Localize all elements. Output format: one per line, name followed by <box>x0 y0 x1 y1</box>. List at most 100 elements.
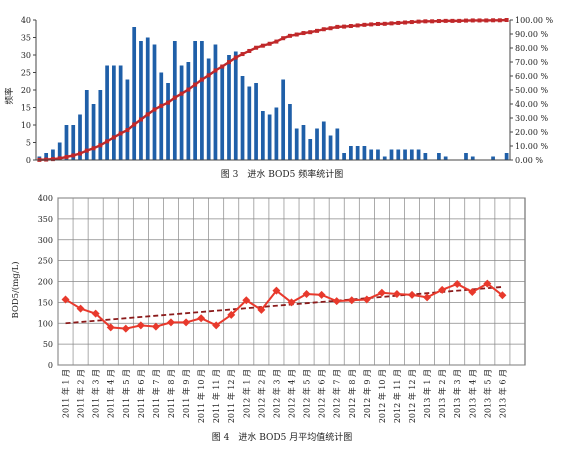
cumulative-marker <box>274 39 279 44</box>
monthly-marker <box>453 280 462 289</box>
frequency-bar <box>470 156 475 160</box>
cumulative-marker <box>436 19 441 24</box>
percent-tick-label: 40.00 % <box>515 100 548 109</box>
monthly-marker <box>272 286 281 295</box>
frequency-bar <box>288 104 292 160</box>
cumulative-marker <box>240 52 245 57</box>
monthly-marker <box>483 279 492 288</box>
month-tick-label: 2013 年 3 月 <box>452 369 462 418</box>
frequency-bar <box>240 76 245 160</box>
cumulative-marker <box>105 139 110 144</box>
frequency-bar <box>301 125 306 160</box>
cumulative-marker <box>409 20 414 25</box>
cumulative-marker <box>443 18 448 23</box>
cumulative-marker <box>57 156 62 161</box>
month-tick-label: 2011 年 8 月 <box>166 369 176 418</box>
monthly-axes: 0 50 100 150 200 250 300 350 400 2011 年 1 月 2011 年… <box>38 194 508 423</box>
cumulative-marker <box>389 21 394 26</box>
monthly-marker <box>362 295 371 304</box>
frequency-bar <box>179 65 184 160</box>
frequency-bar <box>105 65 109 160</box>
cumulative-marker <box>199 77 204 82</box>
bod-y-tick-label: 250 <box>38 257 53 266</box>
monthly-marker <box>408 290 417 299</box>
cumulative-marker <box>321 27 326 32</box>
cumulative-marker <box>335 24 340 29</box>
frequency-bar <box>409 149 414 160</box>
cumulative-marker <box>179 91 184 96</box>
month-tick-label: 2011 年 11 月 <box>211 369 221 423</box>
cumulative-marker <box>166 100 171 105</box>
frequency-bar <box>254 83 258 160</box>
bod-y-tick-label: 350 <box>38 215 53 224</box>
cumulative-marker <box>450 18 455 23</box>
cumulative-marker <box>287 33 292 38</box>
cumulative-marker <box>416 19 421 24</box>
cumulative-marker <box>84 148 89 153</box>
monthly-marker <box>151 322 160 331</box>
frequency-bar <box>98 90 103 160</box>
frequency-bar <box>84 90 89 160</box>
frequency-bar <box>186 62 191 160</box>
bod-y-tick-label: 400 <box>38 194 53 203</box>
frequency-bar <box>369 149 374 160</box>
figure-3-caption: 图 3 进水 BOD5 频率统计图 <box>221 168 343 180</box>
frequency-bar <box>321 121 326 160</box>
frequency-chart: 0 5 10 15 20 25 30 35 40 0.00 % 10.00 % 20.00 % 30.0… <box>4 16 554 180</box>
cumulative-marker <box>138 117 143 122</box>
frequency-bar <box>274 107 279 160</box>
frequency-bar <box>308 139 313 160</box>
frequency-bar <box>159 72 164 160</box>
bod-y-tick-label: 100 <box>38 319 53 328</box>
month-tick-label: 2011 年 9 月 <box>181 369 191 418</box>
frequency-bar <box>267 114 272 160</box>
percent-tick-label: 30.00 % <box>515 114 548 123</box>
frequency-bar <box>145 37 150 160</box>
bod-y-tick-label: 150 <box>38 298 53 307</box>
frequency-bar <box>376 149 380 160</box>
cumulative-marker <box>375 21 380 26</box>
cumulative-marker <box>206 73 211 78</box>
cumulative-marker <box>247 48 252 53</box>
cumulative-marker <box>301 31 306 36</box>
cumulative-marker <box>477 18 482 23</box>
month-tick-label: 2011 年 2 月 <box>76 369 86 418</box>
month-tick-label: 2012 年 8 月 <box>347 369 357 418</box>
cumulative-marker <box>497 18 502 23</box>
cumulative-marker <box>98 143 103 148</box>
month-tick-label: 2013 年 2 月 <box>437 369 447 418</box>
cumulative-marker <box>294 32 299 37</box>
cumulative-marker <box>226 60 231 65</box>
month-tick-label: 2011 年 5 月 <box>121 369 131 418</box>
percent-tick-label: 70.00 % <box>515 58 548 67</box>
month-tick-label: 2012 年 6 月 <box>317 369 327 418</box>
month-tick-label: 2012 年 5 月 <box>302 369 312 418</box>
cumulative-marker <box>111 135 116 140</box>
percent-tick-label: 60.00 % <box>515 72 548 81</box>
frequency-bar <box>44 153 49 160</box>
frequency-bar <box>464 153 468 160</box>
frequency-bar <box>125 79 130 160</box>
cumulative-marker <box>403 20 408 25</box>
frequency-bar <box>172 41 177 160</box>
frequency-bar <box>355 146 360 160</box>
month-tick-label: 2011 年 6 月 <box>136 369 146 418</box>
month-tick-label: 2013 年 4 月 <box>467 369 477 418</box>
frequency-y-tick-label: 0 <box>26 156 31 165</box>
month-tick-label: 2012 年 12 月 <box>407 369 417 423</box>
month-tick-label: 2012 年 2 月 <box>256 369 266 418</box>
frequency-bar <box>281 79 286 160</box>
frequency-axes: 0 5 10 15 20 25 30 35 40 0.00 % 10.00 % 20.00 % 30.0… <box>21 16 554 165</box>
monthly-marker <box>423 293 432 302</box>
frequency-bar <box>396 149 401 160</box>
cumulative-marker <box>152 107 157 112</box>
monthly-marker <box>136 321 145 330</box>
frequency-bar <box>349 146 353 160</box>
cumulative-marker <box>172 95 177 100</box>
cumulative-marker <box>457 18 462 23</box>
month-tick-label: 2013 年 5 月 <box>482 369 492 418</box>
cumulative-marker <box>328 26 333 31</box>
frequency-bar <box>403 149 407 160</box>
frequency-bar <box>491 156 495 160</box>
frequency-bar <box>118 65 123 160</box>
